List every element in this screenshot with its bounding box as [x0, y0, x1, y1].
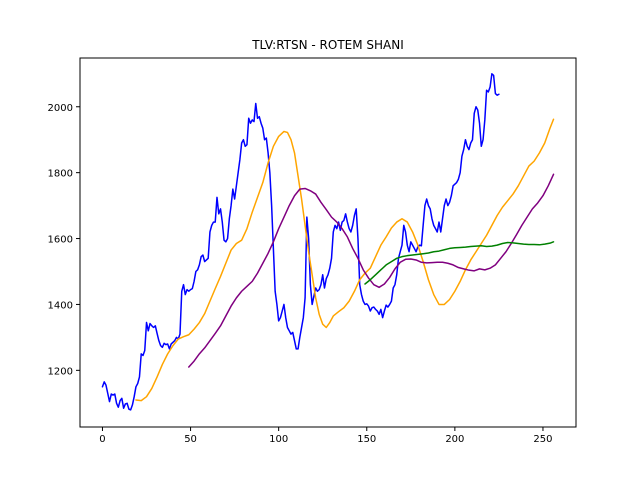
y-tick-label: 1200 [48, 366, 73, 377]
plot-area [79, 57, 577, 428]
series-line-3 [188, 173, 555, 368]
x-tick-label: 50 [184, 434, 197, 445]
y-tick-label: 1600 [48, 235, 73, 246]
y-tick-label: 2000 [48, 103, 73, 114]
series-line-4 [364, 241, 555, 285]
series-line-2 [135, 118, 555, 402]
series-layer [101, 73, 555, 411]
x-axis: 0 50 100 150 200 250 [99, 427, 553, 445]
x-tick-label: 100 [269, 434, 288, 445]
x-tick-label: 0 [99, 434, 105, 445]
x-tick-label: 150 [357, 434, 376, 445]
x-tick-label: 200 [445, 434, 464, 445]
x-tick-label: 250 [533, 434, 552, 445]
y-tick-label: 1400 [48, 300, 73, 311]
y-tick-label: 1800 [48, 169, 73, 180]
series-line-1 [101, 73, 500, 411]
chart-title: TLV:RTSN - ROTEM SHANI [251, 38, 404, 52]
y-axis: 1200 1400 1600 1800 2000 [48, 103, 80, 377]
